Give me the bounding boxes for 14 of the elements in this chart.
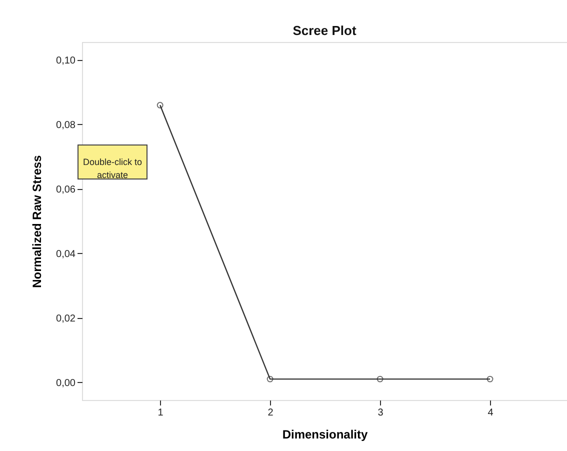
x-tick-label: 3 bbox=[378, 408, 384, 418]
x-tick-label: 1 bbox=[158, 408, 164, 418]
y-tick-label: 0,02 bbox=[56, 313, 76, 324]
chart-title: Scree Plot bbox=[292, 23, 357, 38]
x-axis-title: Dimensionality bbox=[282, 428, 368, 442]
y-axis-title: Normalized Raw Stress bbox=[30, 154, 44, 288]
y-tick-label: 0,10 bbox=[56, 56, 76, 67]
y-tick-label: 0,00 bbox=[56, 378, 76, 389]
y-tick-label: 0,08 bbox=[56, 120, 76, 131]
x-tick-label: 2 bbox=[268, 408, 274, 418]
y-tick-label: 0,06 bbox=[56, 184, 76, 196]
annotation: Double-click to activate bbox=[82, 157, 142, 180]
x-tick-label: 4 bbox=[488, 408, 494, 418]
y-tick-label: 0,04 bbox=[56, 248, 76, 260]
